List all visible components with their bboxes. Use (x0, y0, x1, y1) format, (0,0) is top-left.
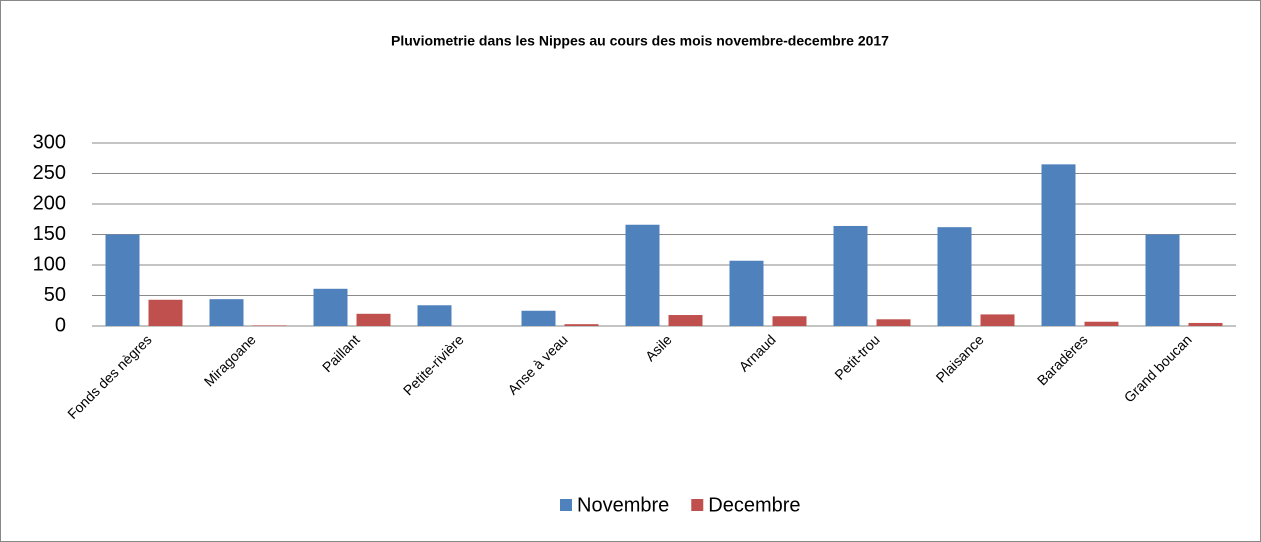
bar (313, 288, 348, 326)
bar (668, 315, 703, 326)
y-tick-label: 200 (33, 192, 66, 214)
bar (980, 314, 1015, 326)
legend-label: Decembre (708, 494, 800, 516)
y-tick-label: 250 (33, 162, 66, 184)
bar (772, 316, 807, 326)
bar (1188, 322, 1223, 326)
y-tick-label: 100 (33, 253, 66, 275)
legend-swatch (691, 499, 704, 511)
bar (1084, 321, 1119, 326)
bar (1041, 164, 1076, 326)
bar (417, 305, 452, 326)
y-tick-label: 150 (33, 223, 66, 245)
bar (209, 299, 244, 326)
bar (356, 313, 391, 326)
bar (148, 299, 183, 326)
bar (564, 324, 599, 326)
y-tick-label: 300 (33, 131, 66, 153)
bar (1145, 234, 1180, 326)
chart-title: Pluviometrie dans les Nippes au cours de… (391, 33, 889, 49)
bar (937, 227, 972, 326)
legend-label: Novembre (577, 494, 669, 516)
bar (105, 234, 140, 326)
y-tick-label: 50 (44, 284, 66, 306)
y-tick-label: 0 (55, 314, 66, 336)
bar (625, 224, 660, 326)
bar (876, 319, 911, 326)
bar (833, 225, 868, 326)
bar (521, 310, 556, 326)
bar (729, 260, 764, 326)
bar (252, 325, 287, 326)
legend-swatch (560, 499, 572, 511)
